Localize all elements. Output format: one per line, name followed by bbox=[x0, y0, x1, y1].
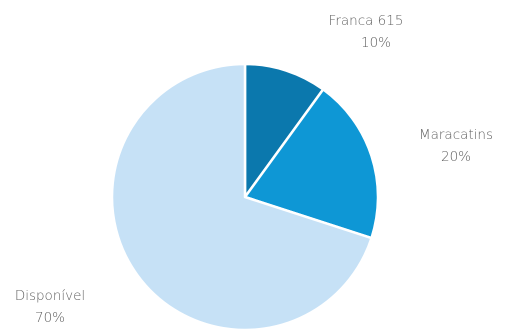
pie-slice-maracatins bbox=[243, 88, 380, 240]
slice-name-maracatins: Maracatins bbox=[419, 127, 493, 143]
slice-label-disponivel: Disponível 70% bbox=[15, 288, 85, 326]
slice-label-maracatins: Maracatins 20% bbox=[419, 127, 493, 165]
slice-label-franca-615: Franca 615 10% bbox=[329, 13, 404, 51]
slice-name-franca-615: Franca 615 bbox=[329, 13, 404, 29]
slice-percent-franca-615: 10% bbox=[361, 35, 391, 51]
pie-slice-disponivel bbox=[110, 62, 373, 329]
slice-percent-disponivel: 70% bbox=[35, 310, 65, 326]
slice-percent-maracatins: 20% bbox=[441, 149, 471, 165]
pie-slice-franca-615 bbox=[243, 62, 325, 199]
slice-name-disponivel: Disponível bbox=[15, 288, 85, 304]
pie-slices bbox=[110, 62, 380, 329]
